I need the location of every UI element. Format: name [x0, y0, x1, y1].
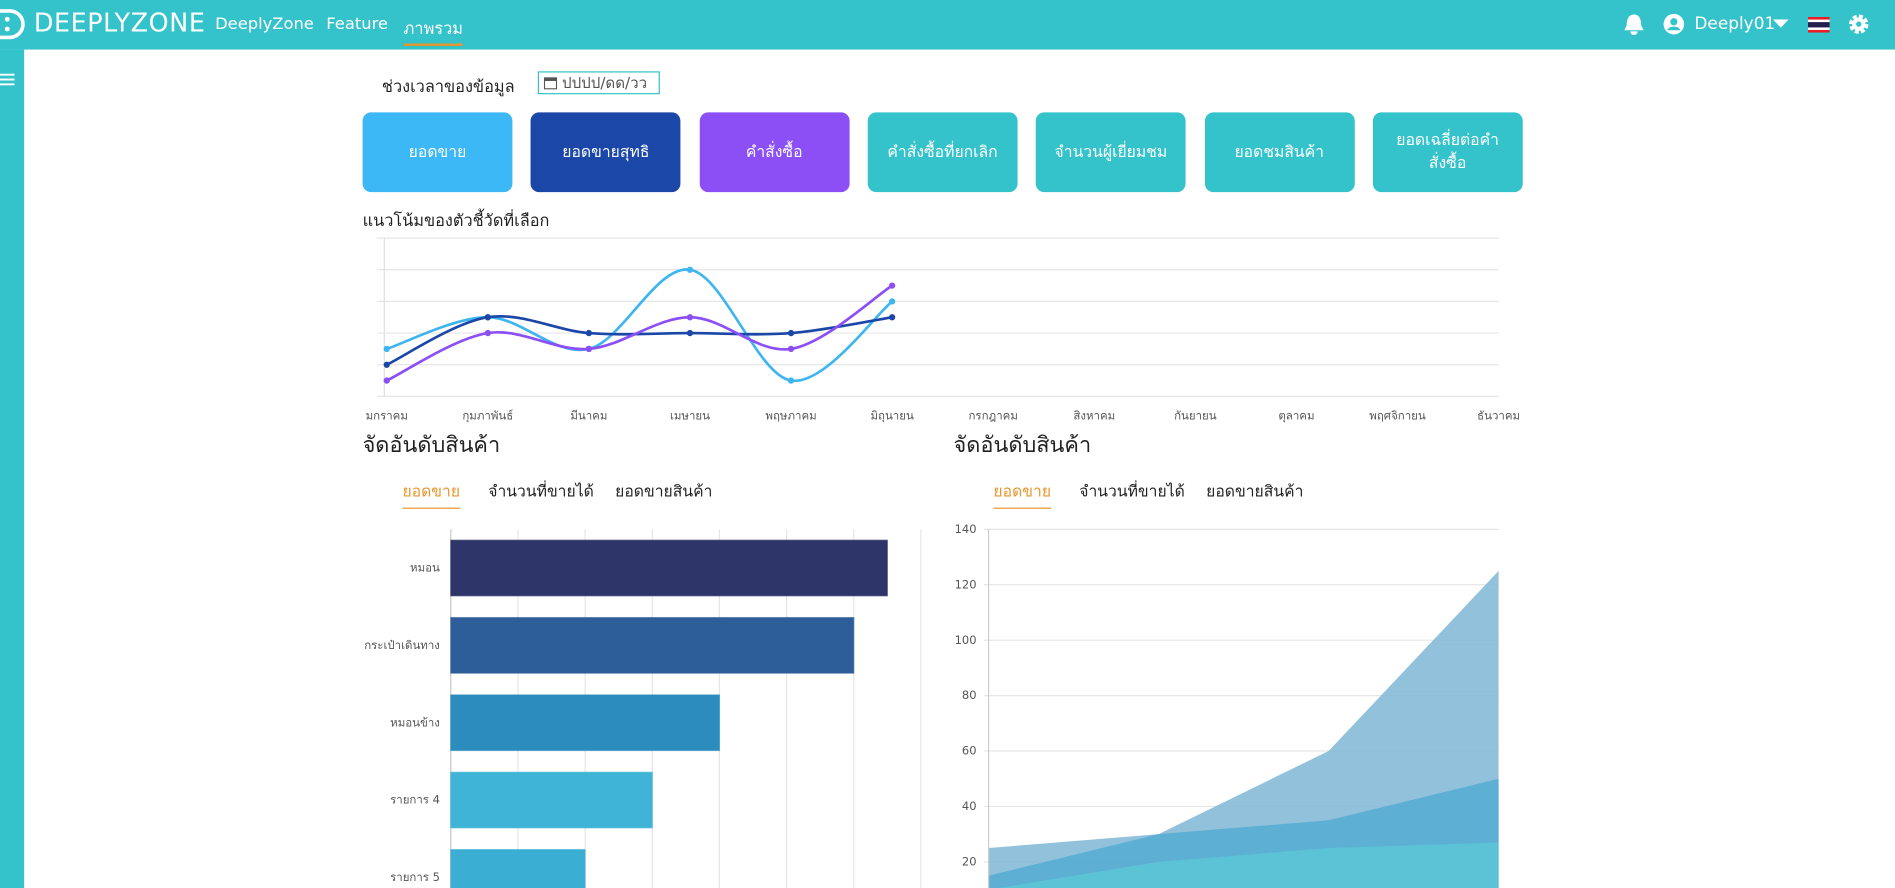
point — [787, 377, 795, 384]
line — [386, 284, 893, 382]
y-tick-label: รายการ 4 — [390, 793, 440, 807]
tab[interactable]: ยอดขาย — [402, 479, 461, 509]
metric-button[interactable]: จำนวนผู้เยี่ยมชม — [1035, 112, 1186, 193]
y-tick-label: หมอนข้าง — [390, 715, 440, 729]
logo[interactable]: DEEPLYZONE — [33, 8, 206, 38]
bar — [450, 771, 653, 829]
flag-icon[interactable] — [1807, 16, 1830, 33]
nav-link[interactable]: DeeplyZone — [215, 14, 314, 34]
x-tick-label: ธันวาคม — [1477, 408, 1520, 422]
point — [585, 329, 593, 337]
point — [888, 282, 896, 289]
nav-link[interactable]: ภาพรวม — [403, 15, 464, 46]
tab[interactable]: จำนวนที่ขายได้ — [1079, 483, 1185, 502]
nav-link[interactable]: Feature — [326, 14, 388, 34]
y-tick-label: รายการ 5 — [390, 870, 440, 884]
area — [988, 570, 1499, 888]
tab[interactable]: จำนวนที่ขายได้ — [488, 483, 594, 502]
tab[interactable]: ยอดขายสินค้า — [615, 483, 713, 502]
y-tick-label: 80 — [962, 688, 977, 702]
x-tick-label: เมษายน — [670, 408, 710, 422]
x-tick-label: ตุลาคม — [1278, 408, 1314, 422]
y-tick-label: 20 — [962, 854, 977, 868]
metric-button[interactable]: คำสั่งซื้อที่ยกเลิก — [867, 112, 1018, 193]
point — [787, 345, 795, 353]
metric-button[interactable]: คำสั่งซื้อ — [699, 112, 850, 193]
point — [484, 329, 491, 337]
logo-mark — [0, 9, 25, 40]
menu-icon[interactable] — [0, 73, 15, 88]
point — [585, 345, 593, 353]
point — [383, 361, 390, 368]
settings-icon[interactable] — [1848, 13, 1870, 35]
x-tick-label: มกราคม — [366, 408, 408, 422]
y-tick-label: กระเป๋าเดินทาง — [364, 638, 440, 652]
bar — [450, 694, 721, 752]
point — [686, 329, 694, 337]
y-tick-label: หมอน — [410, 561, 440, 575]
metric-button[interactable]: ยอดขายสุทธิ — [530, 112, 681, 193]
y-tick-label: 100 — [955, 633, 977, 647]
y-tick-label: 120 — [955, 577, 977, 591]
x-tick-label: สิงหาคม — [1073, 408, 1115, 422]
tab[interactable]: ยอดขาย — [993, 479, 1052, 509]
x-tick-label: มีนาคม — [570, 408, 607, 422]
date-input[interactable]: ปปปป/ดด/วว — [537, 71, 660, 95]
line — [386, 315, 893, 366]
y-tick-label: 60 — [962, 744, 977, 758]
user-icon[interactable] — [1663, 13, 1685, 35]
metric-button[interactable]: ยอดเฉลี่ยต่อคำสั่งซื้อ — [1372, 112, 1523, 193]
x-tick-label: มิถุนายน — [870, 408, 914, 422]
bell-icon[interactable] — [1623, 13, 1645, 36]
x-tick-label: กรกฎาคม — [968, 408, 1017, 422]
tab[interactable]: ยอดขายสินค้า — [1206, 483, 1304, 502]
top-bar: DEEPLYZONE DeeplyZone Feature ภาพรวม Deepl… — [0, 0, 1895, 50]
x-tick-label: พฤศจิกายน — [1369, 408, 1426, 422]
area — [998, 842, 1499, 888]
date-placeholder: ปปปป/ดด/วว — [561, 73, 648, 92]
x-tick-label: กันยายน — [1174, 408, 1217, 422]
y-tick-label: 40 — [962, 799, 977, 813]
sidebar — [0, 49, 25, 888]
filter-label: ช่วงเวลาของข้อมูล — [381, 77, 515, 97]
x-tick-label: พฤษภาคม — [765, 408, 816, 422]
point — [383, 377, 390, 384]
point — [888, 314, 896, 321]
chart-title: จัดอันดับสินค้า — [363, 433, 501, 458]
bar — [450, 616, 855, 674]
chart-title: แนวโน้มของตัวชี้วัดที่เลือก — [363, 208, 550, 230]
point — [787, 329, 795, 337]
point — [484, 314, 491, 321]
bar — [450, 539, 888, 597]
metric-button[interactable]: ยอดขาย — [362, 112, 513, 193]
bar — [450, 849, 586, 888]
point — [686, 314, 694, 321]
point — [888, 298, 896, 305]
caret[interactable] — [1772, 19, 1789, 29]
point — [686, 266, 694, 273]
x-tick-label: กุมภาพันธ์ — [462, 408, 513, 422]
user-name[interactable]: Deeply01 — [1694, 14, 1776, 34]
chart-title: จัดอันดับสินค้า — [954, 433, 1092, 458]
calendar-icon — [543, 77, 558, 90]
metric-button[interactable]: ยอดชมสินค้า — [1204, 112, 1355, 193]
point — [383, 345, 390, 353]
y-tick-label: 140 — [955, 522, 977, 536]
